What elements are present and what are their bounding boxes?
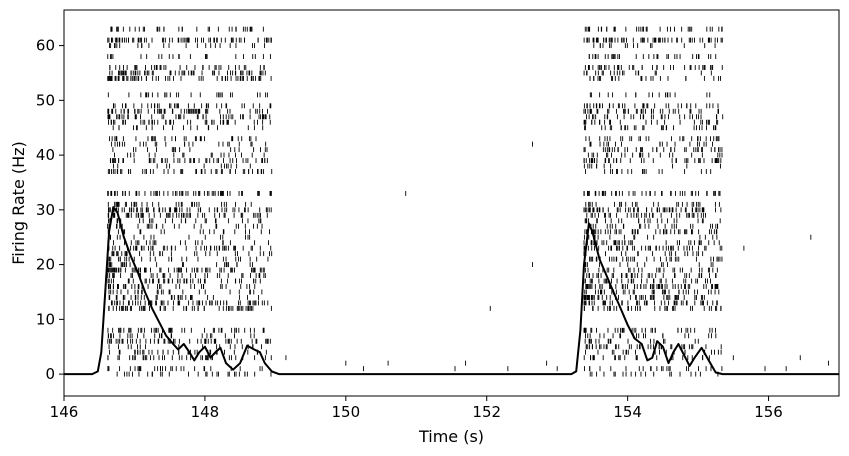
x-tick-label: 154 xyxy=(613,403,642,421)
x-axis-title: Time (s) xyxy=(418,427,484,446)
firing-rate-series xyxy=(64,206,839,376)
spike-raster xyxy=(107,26,829,377)
y-tick-label: 30 xyxy=(36,201,55,219)
y-tick-label: 10 xyxy=(36,310,55,328)
y-axis-title: Firing Rate (Hz) xyxy=(9,141,28,265)
x-axis-ticks: 146 148 150 152 154 156 xyxy=(50,396,783,421)
y-tick-label: 20 xyxy=(36,256,55,274)
y-tick-label: 40 xyxy=(36,146,55,164)
x-tick-label: 150 xyxy=(331,403,360,421)
y-tick-label: 60 xyxy=(36,37,55,55)
firing-rate-line xyxy=(64,206,839,376)
x-tick-label: 152 xyxy=(472,403,501,421)
y-axis-ticks: 0 10 20 30 40 50 60 xyxy=(36,37,64,383)
x-tick-label: 146 xyxy=(50,403,79,421)
y-tick-label: 50 xyxy=(36,91,55,109)
x-tick-label: 148 xyxy=(191,403,220,421)
x-tick-label: 156 xyxy=(754,403,783,421)
plot-frame xyxy=(63,9,840,397)
y-tick-label: 0 xyxy=(45,365,55,383)
